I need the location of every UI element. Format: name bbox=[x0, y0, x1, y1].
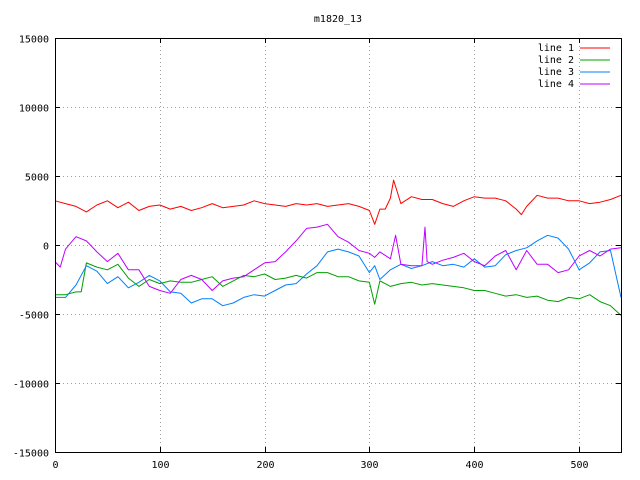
y-tick-label: -10000 bbox=[13, 380, 49, 391]
legend-label-3: line 3 bbox=[538, 67, 574, 78]
x-tick-labels: 0 100 200 300 400 500 bbox=[52, 460, 588, 471]
grid bbox=[55, 38, 621, 452]
x-tick-label: 200 bbox=[256, 460, 274, 471]
y-tick-label: -5000 bbox=[19, 311, 49, 322]
y-tick-label: 0 bbox=[43, 242, 49, 253]
y-tick-label: 15000 bbox=[19, 35, 49, 46]
x-tick-label: 0 bbox=[52, 460, 58, 471]
tick-marks bbox=[55, 38, 621, 453]
y-tick-labels: -15000 -10000 -5000 0 5000 10000 15000 bbox=[13, 35, 49, 460]
plot-frame bbox=[55, 38, 622, 453]
series-layer bbox=[54, 179, 622, 316]
x-tick-label: 300 bbox=[360, 460, 378, 471]
y-tick-label: -15000 bbox=[13, 449, 49, 460]
series-line-1 bbox=[54, 179, 622, 225]
legend-label-1: line 1 bbox=[538, 43, 574, 54]
series-line-2 bbox=[55, 262, 622, 316]
x-tick-label: 100 bbox=[151, 460, 169, 471]
series-line-4 bbox=[54, 223, 622, 294]
y-tick-label: 10000 bbox=[19, 104, 49, 115]
legend-label-2: line 2 bbox=[538, 55, 574, 66]
series-line-3 bbox=[55, 234, 622, 307]
x-tick-label: 500 bbox=[570, 460, 588, 471]
legend-label-4: line 4 bbox=[538, 79, 574, 90]
x-tick-label: 400 bbox=[465, 460, 483, 471]
y-tick-label: 5000 bbox=[25, 173, 49, 184]
chart-title: m1820_13 bbox=[314, 14, 362, 25]
